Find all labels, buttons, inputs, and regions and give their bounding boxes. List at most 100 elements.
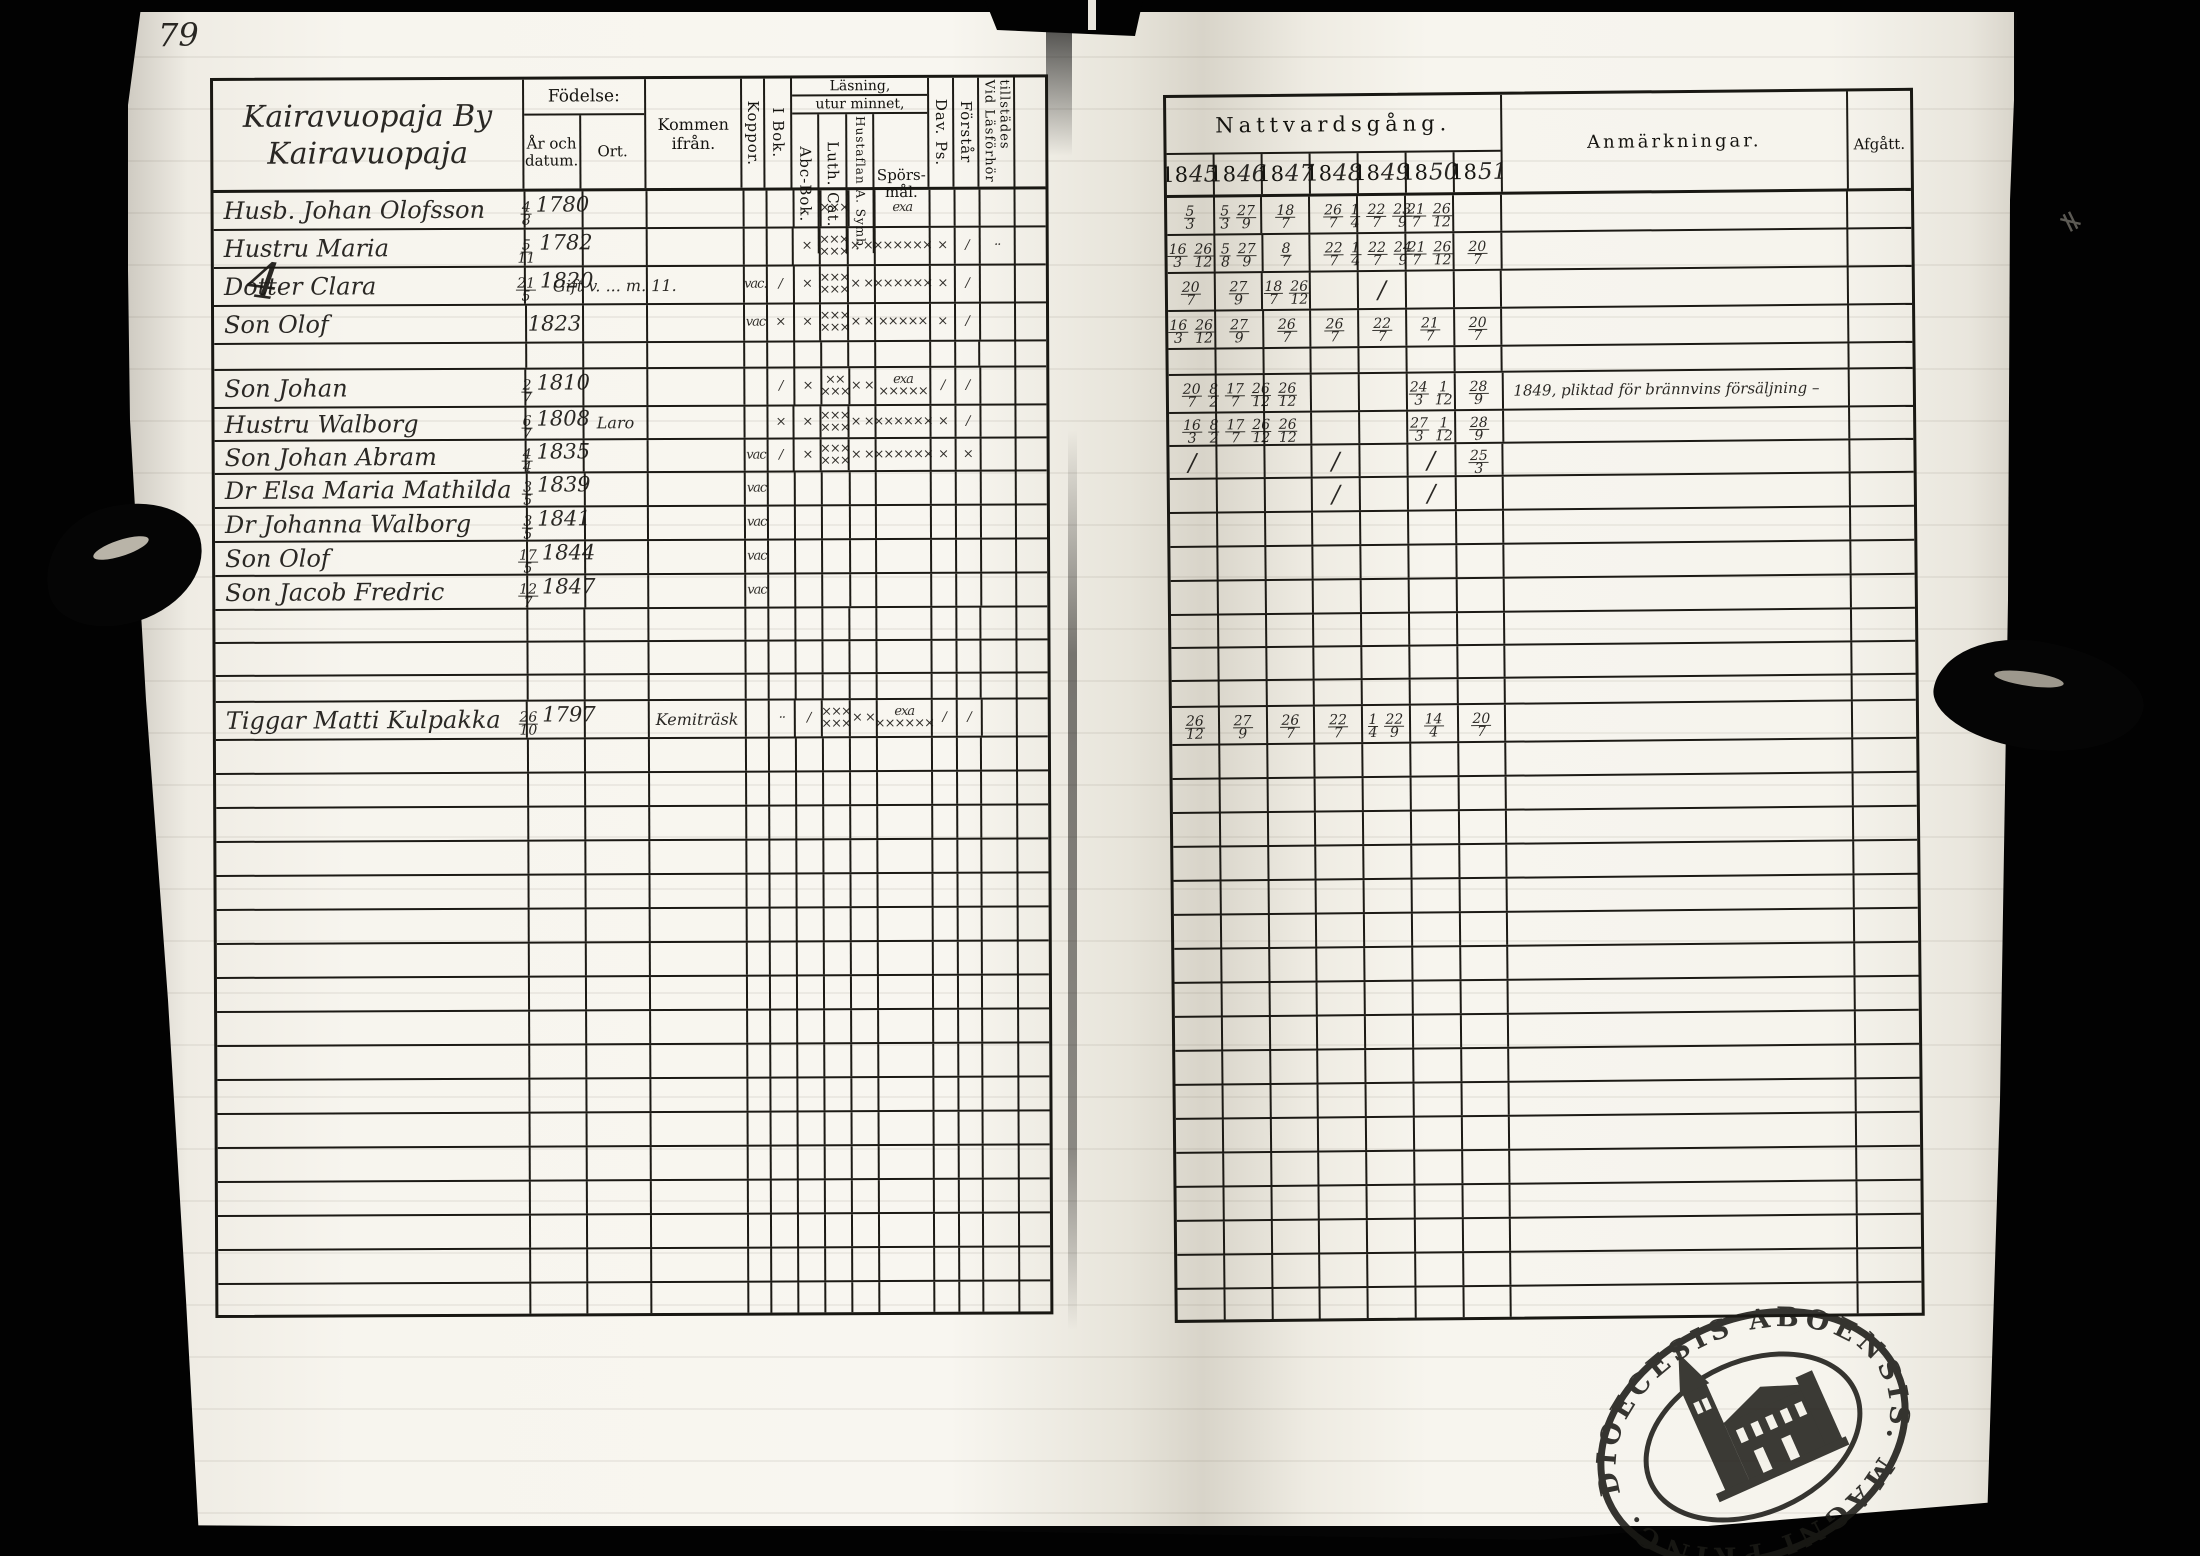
birth-cell: 12 7 1847 [518,574,596,611]
table-row [216,907,1049,945]
abc-cell [795,472,823,505]
village-name-line2: Kairavuopaja [267,135,469,172]
kommen-cell [650,976,749,1010]
koppor-cell [745,342,769,367]
hust-cell [853,1282,881,1315]
luth-cell [822,472,851,505]
communion-table: Nattvardsgång. 18 45 18 46 18 47 18 48 18 49 18 50 1… [1163,87,1925,1323]
communion-cell-1849 [1366,1049,1415,1083]
table-row [218,1247,1051,1285]
departed-cell [1849,229,1912,266]
kommen-cell [647,342,746,368]
communion-cell-1847 [1264,445,1313,478]
kommen-cell [651,1112,749,1146]
forst-cell [956,573,982,606]
hust-cell [852,942,880,975]
luth-cell [824,976,853,1009]
i_bok-cell [769,608,797,640]
remarks-cell [1505,642,1853,677]
spors-cell [880,1213,935,1247]
departed-cell [1852,575,1915,608]
ort-cell [587,1147,652,1180]
hust-cell [850,506,878,539]
communion-cell-1851 [1459,844,1508,878]
communion-cell-1849 [1365,981,1414,1015]
extra-cell [1016,227,1046,263]
communion-cell-1850 [1412,913,1461,946]
name-cell [218,1283,532,1317]
kommen-cell [649,641,747,674]
communion-cell-1848 [1312,412,1361,444]
birth-cell [530,1283,589,1316]
dav-cell [931,471,957,504]
communion-cell-1847: 26 7 [1267,706,1316,744]
communion-cell-1848 [1316,880,1365,913]
abc-cell [797,908,825,941]
communion-cell-1848 [1319,1118,1368,1151]
extra-cell [1017,438,1047,469]
forst-cell [957,673,983,698]
extra-cell [1018,607,1048,638]
communion-cell-1845: 20 7 [1167,273,1216,310]
koppor-cell [749,1214,773,1247]
communion-cell-1851 [1461,1014,1510,1048]
hust-cell [852,908,879,941]
ort-cell [586,875,651,908]
communion-cell-1848 [1312,374,1361,411]
extra-cell [1017,405,1047,436]
communion-cell-1847 [1270,1016,1319,1050]
koppor-cell [749,1248,773,1281]
koppor-cell: vac. [744,266,768,303]
abc-cell [796,806,824,839]
birth-cell [529,1011,588,1044]
communion-cell-1848 [1313,512,1362,545]
hust-cell [851,738,879,771]
vid-cell [981,471,1018,504]
koppor-cell [747,806,771,839]
name-cell [216,909,530,943]
dav-cell [933,1009,959,1042]
luth-cell [822,574,851,607]
communion-cell-1849 [1362,679,1411,705]
hust-cell [852,1044,880,1077]
ort-cell [584,369,649,406]
vid-cell [980,341,1017,366]
dav-cell: / [932,699,958,736]
communion-cell-1849 [1368,1287,1417,1321]
koppor-cell: vac [746,472,769,505]
ort-cell [583,191,648,228]
vid-cell [982,737,1019,770]
communion-cell-1851 [1458,678,1507,704]
communion-cell-1845 [1177,1255,1226,1288]
hust-cell [853,1248,881,1281]
name-cell [217,1011,530,1045]
extra-cell [1020,1281,1050,1313]
departed-cell [1857,1079,1920,1112]
kommen-cell [651,1146,749,1180]
forst-cell: × [956,438,982,470]
extra-cell [1019,839,1049,871]
in-book-header: I Bok. [765,78,793,188]
kommen-cell [649,772,748,806]
hust-cell [851,806,879,839]
vid-cell [980,303,1017,340]
communion-cell-1850: 27 3 1 12 [1407,411,1457,444]
abc-cell: × [794,266,822,303]
communion-cell-1846 [1223,1119,1272,1152]
communion-cell-1851 [1460,946,1509,980]
birth-cell [528,773,587,806]
kommen-cell [651,1214,750,1248]
departed-cell [1856,977,1919,1010]
communion-cell-1847 [1271,1186,1321,1220]
forst-cell [959,1281,985,1314]
remarks-cell [1501,191,1849,231]
communion-cell-1846: 8 2 17 7 26 12 [1208,375,1271,412]
table-row [217,1009,1050,1047]
kommen-cell [651,1180,750,1214]
i_bok-cell: / [768,368,796,405]
communion-cell-1845 [1175,1051,1224,1084]
hust-cell [850,641,878,673]
name-cell [216,807,530,841]
vid-cell [982,805,1019,838]
dav-cell [933,941,959,974]
